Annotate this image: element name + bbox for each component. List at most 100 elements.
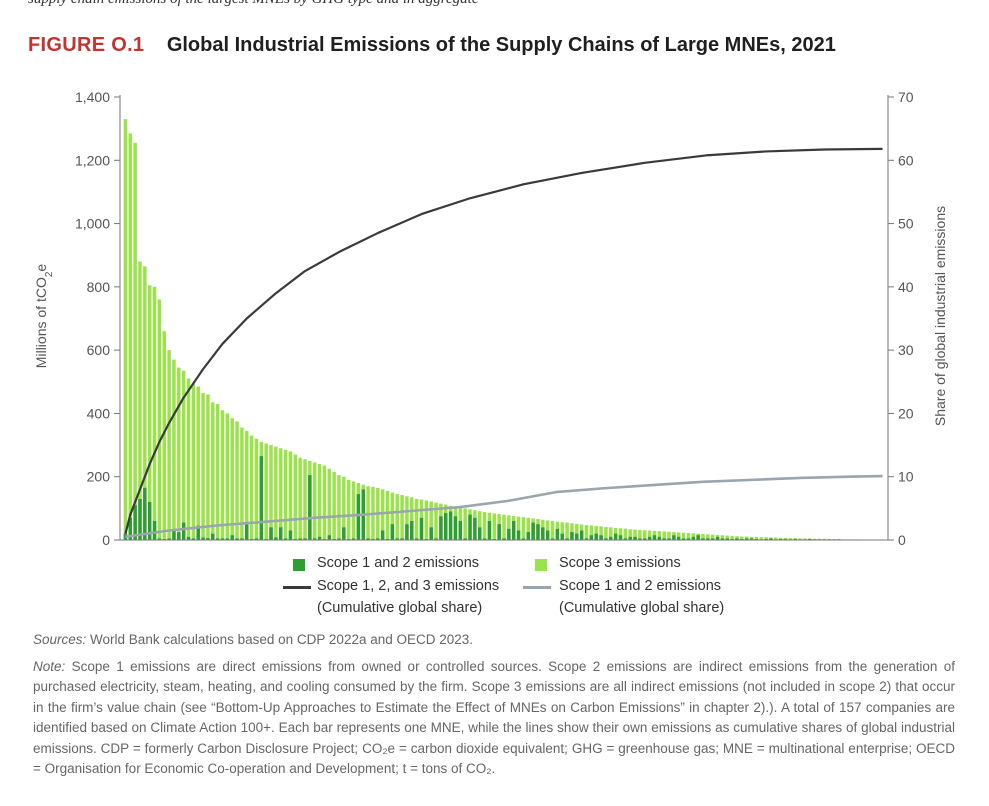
legend-line-total: [283, 586, 311, 589]
scope12-bar: [439, 516, 443, 540]
scope3-bar: [628, 529, 632, 540]
scope12-bar: [245, 524, 249, 540]
legend-label-scope3-bar: Scope 3 emissions: [559, 555, 681, 571]
scope12-bar: [769, 538, 773, 540]
scope3-bar: [502, 514, 506, 540]
scope3-bar: [740, 536, 744, 540]
scope12-bar: [157, 538, 162, 540]
scope12-bar: [686, 538, 691, 540]
scope12-bar: [303, 538, 307, 540]
scope3-bar: [730, 535, 734, 540]
scope3-bar: [147, 285, 152, 540]
scope3-bar: [269, 445, 273, 540]
y-right-tick-label: 30: [898, 342, 914, 358]
scope3-bar: [633, 529, 637, 540]
scope12-bar: [405, 524, 409, 540]
scope3-bar: [400, 495, 404, 540]
scope3-bar: [550, 521, 555, 540]
scope12-bar: [143, 487, 147, 540]
scope12-bar: [138, 498, 142, 540]
scope12-bar: [638, 538, 642, 540]
note-body: Scope 1 emissions are direct emissions f…: [33, 659, 955, 777]
scope3-bar: [225, 413, 230, 540]
scope12-bar: [186, 536, 191, 540]
scope3-bar: [380, 489, 385, 540]
scope3-bar: [424, 500, 429, 540]
scope3-bar: [283, 449, 288, 540]
legend-sublabel-line-total: (Cumulative global share): [317, 600, 483, 616]
scope3-bar: [332, 471, 336, 540]
cumulative-total-line: [124, 147, 883, 534]
scope12-bar: [133, 505, 137, 540]
scope3-bar: [749, 536, 754, 540]
y-left-tick-label: 1,000: [75, 216, 110, 232]
scope3-bar: [293, 454, 298, 540]
scope12-bar: [458, 521, 463, 540]
scope12-bar: [152, 521, 157, 540]
scope12-bar: [206, 538, 210, 540]
scope12-bar: [308, 475, 312, 540]
scope3-bar: [191, 383, 196, 540]
scope12-bar: [123, 533, 128, 540]
emissions-chart: 0 200 400 600 800 1,000 1,200 1,400 0 10 20 30 40 50 6…: [33, 89, 948, 548]
scope12-bar: [230, 535, 234, 540]
scope3-bar: [240, 427, 244, 540]
scope3-bar: [133, 142, 137, 540]
scope12-bar: [278, 527, 283, 540]
scope12-bar: [565, 538, 569, 540]
scope3-bar: [220, 410, 225, 540]
scope12-bar: [507, 528, 511, 540]
scope12-bar: [448, 511, 453, 540]
scope12-bar: [473, 517, 477, 540]
scope3-bar: [667, 531, 671, 540]
scope3-bar: [662, 531, 666, 540]
scope3-bar: [812, 538, 817, 540]
scope3-bar: [138, 261, 142, 540]
scope12-bar: [366, 538, 370, 540]
scope12-bar: [312, 538, 317, 540]
note-lead: Note:: [33, 659, 66, 674]
scope3-bar: [526, 517, 531, 540]
scope3-bar: [681, 532, 686, 540]
scope3-bar: [589, 525, 594, 540]
y-left-tick-label: 1,200: [75, 152, 110, 168]
scope12-bar: [317, 536, 322, 540]
scope3-bar: [123, 119, 128, 541]
y-left-tick-label: 600: [87, 342, 111, 358]
scope12-bar: [400, 538, 404, 540]
scope12-bar: [181, 522, 186, 540]
scope3-bar: [405, 496, 409, 540]
y-right-tick-label: 50: [898, 216, 914, 232]
scope3-bar: [390, 492, 395, 540]
scope3-bar: [521, 517, 526, 540]
y-left-tick-label: 1,400: [75, 89, 110, 105]
legend-label-scope12-bar: Scope 1 and 2 emissions: [317, 555, 480, 571]
scope12-bar: [609, 536, 613, 540]
scope12-bar: [667, 538, 671, 540]
scope12-bar: [599, 535, 603, 540]
scope12-bar: [735, 538, 739, 540]
scope12-bar: [463, 538, 467, 540]
scope3-bar: [181, 370, 186, 540]
scope3-bar: [706, 534, 710, 540]
scope12-bar: [220, 538, 225, 540]
scope3-bar: [322, 465, 327, 540]
scope3-bar: [215, 403, 220, 540]
scope12-bar: [395, 538, 399, 540]
y-right-tick-label: 20: [898, 405, 914, 421]
scope3-bar: [691, 533, 696, 540]
scope3-bar: [609, 527, 613, 540]
scope3-bar: [410, 497, 414, 540]
scope3-bar: [172, 359, 176, 540]
scope12-bar: [652, 535, 657, 540]
scope12-bar: [196, 525, 200, 540]
scope12-bar: [337, 538, 341, 540]
scope12-bar: [550, 538, 555, 540]
scope12-bar: [269, 527, 273, 540]
scope12-bar: [167, 538, 171, 540]
scope3-bar: [623, 528, 628, 540]
scope12-bar: [351, 538, 356, 540]
scope3-bar: [196, 386, 200, 540]
scope12-bar: [589, 535, 594, 540]
scope3-bar: [516, 516, 521, 540]
